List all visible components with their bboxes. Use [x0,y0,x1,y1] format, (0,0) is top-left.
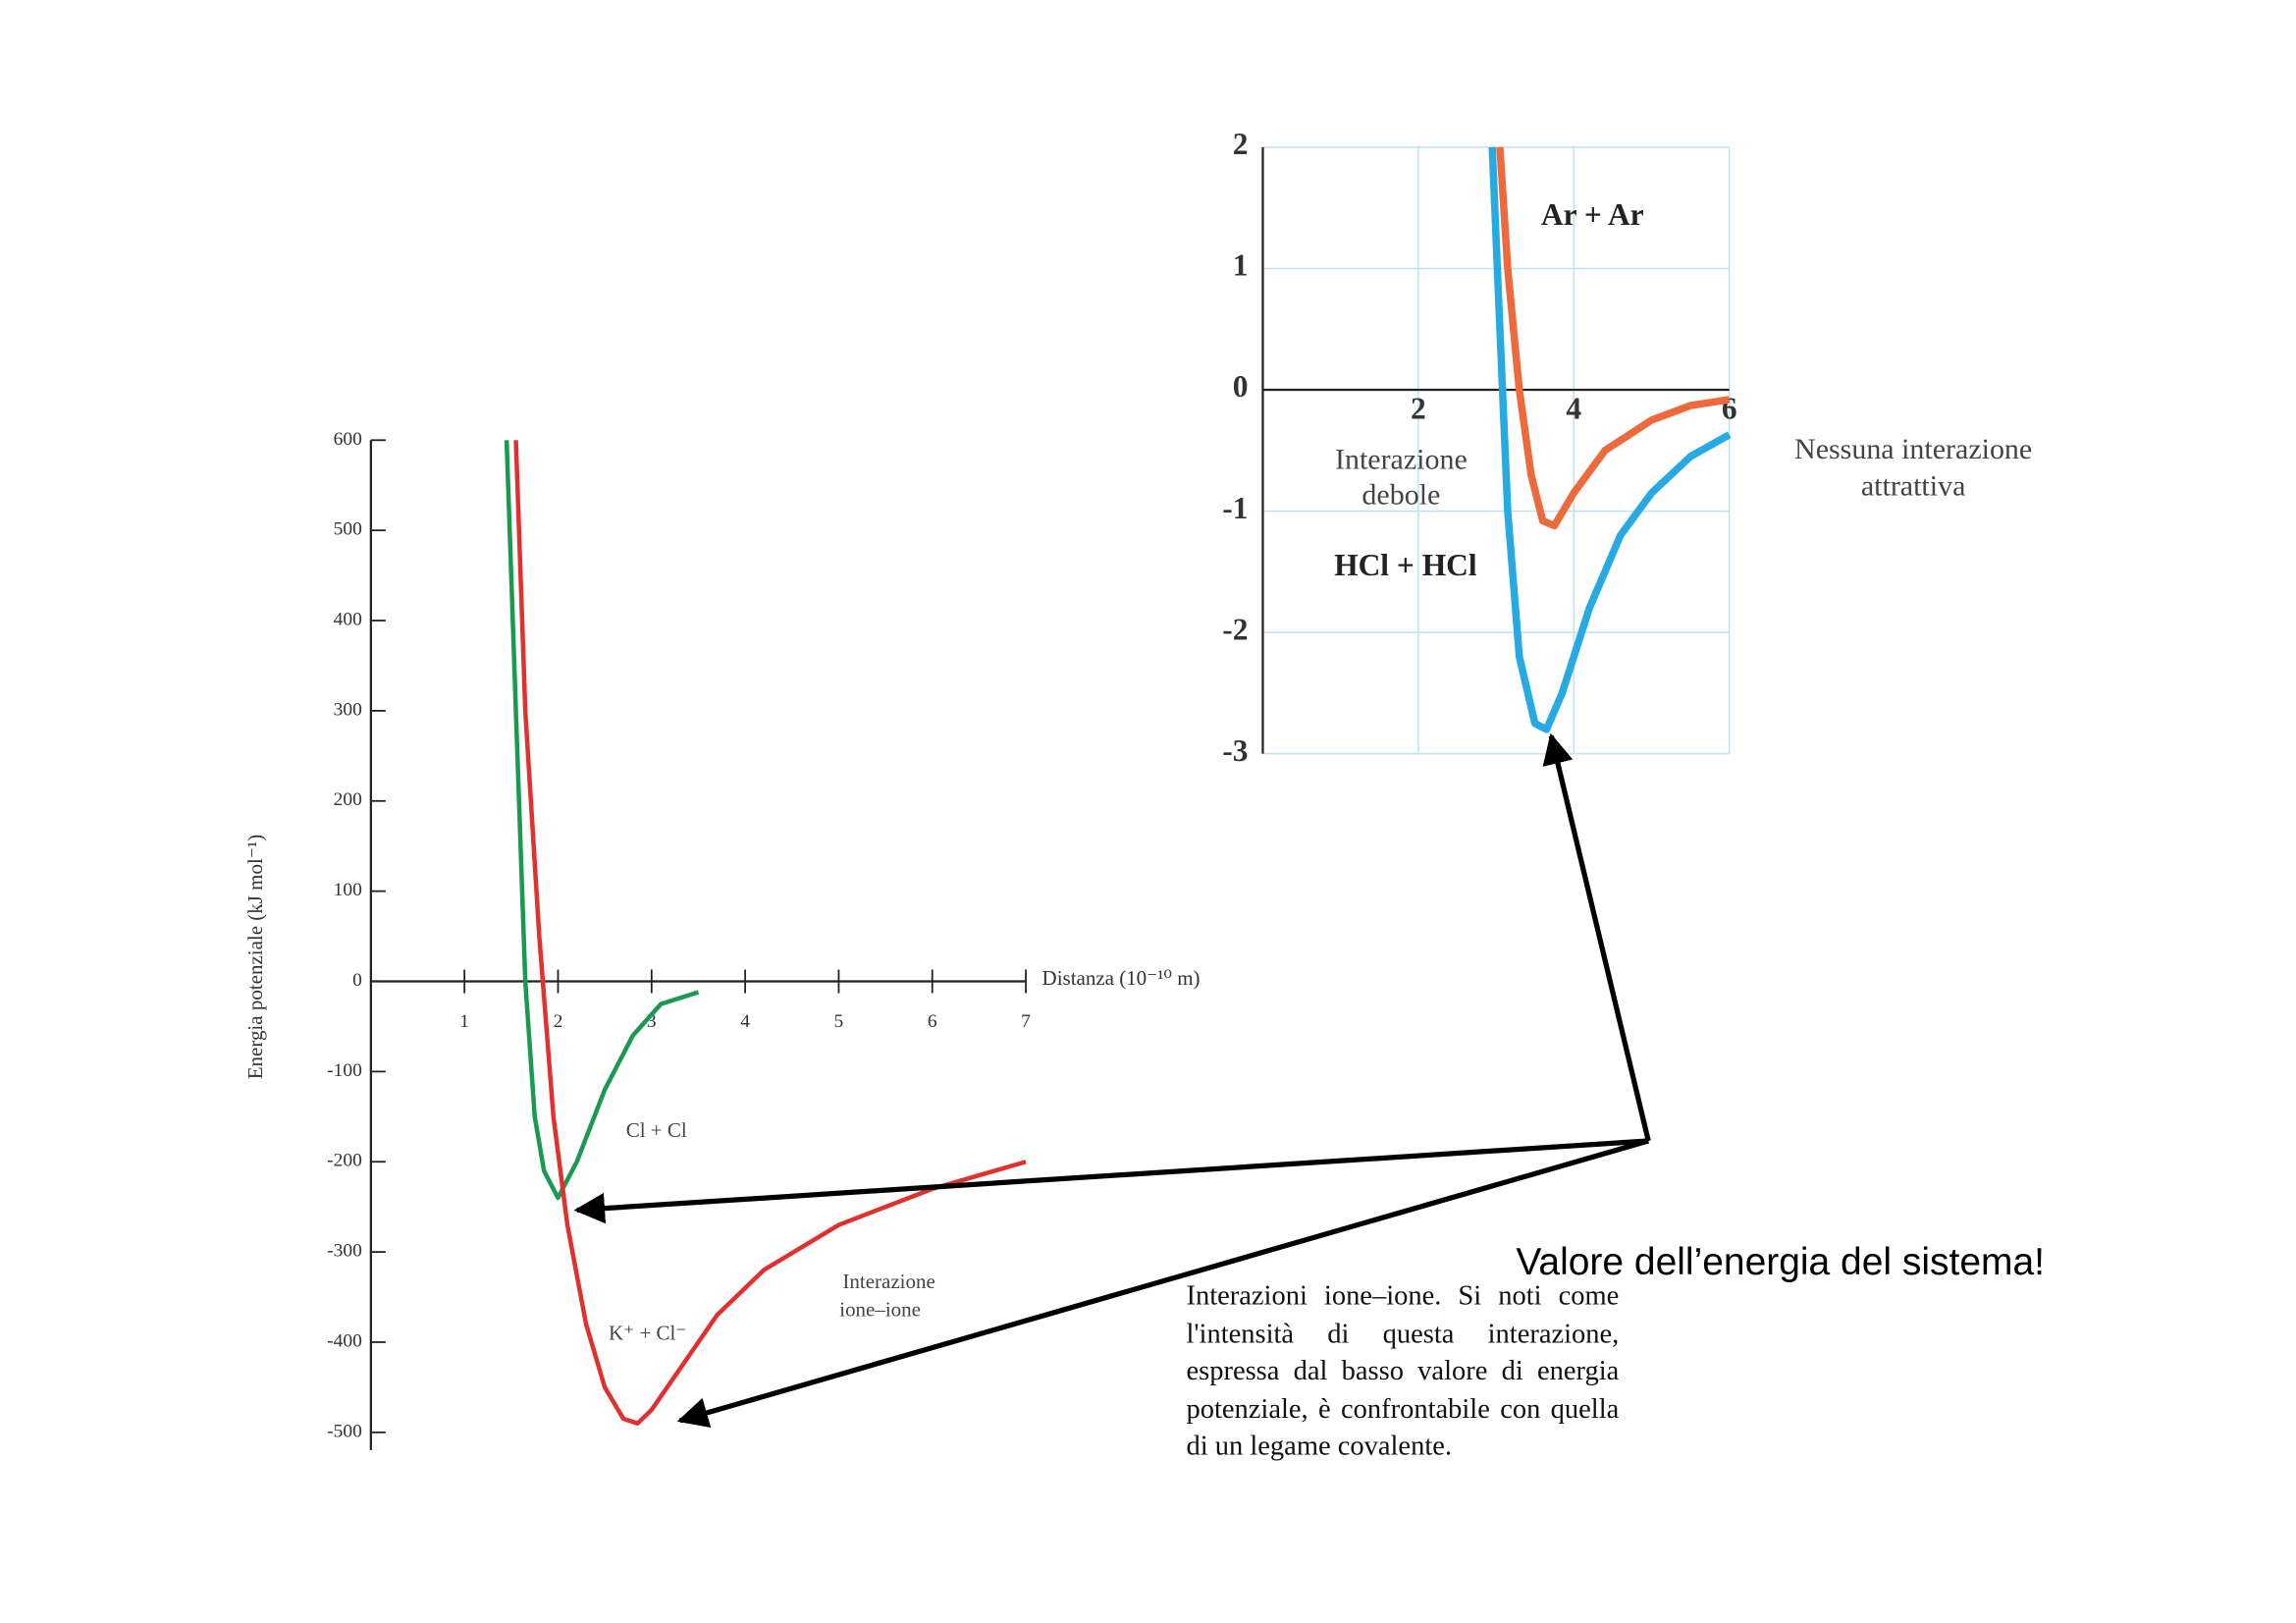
x-tick-label: 4 [740,1011,750,1032]
y-tick-label: -1 [1222,491,1248,525]
annotation: attrattiva [1861,470,1966,503]
x-tick-label: 3 [647,1011,657,1032]
arrow [573,1138,1649,1224]
y-tick-label: 200 [334,789,362,810]
annotation: K⁺ + Cl⁻ [609,1322,686,1345]
y-tick-label: -400 [327,1330,362,1351]
y-tick-label: -100 [327,1060,362,1081]
arrows [573,732,1651,1429]
y-tick-label: -200 [327,1151,362,1171]
y-axis-label: Energia potenziale (kJ mol⁻¹) [243,835,267,1079]
series-line [513,440,1027,1426]
caption: Interazioni ione–ione. Si noti come l'in… [1186,1280,1620,1462]
caption-box: Interazioni ione–ione. Si noti come l'in… [1186,1280,1620,1462]
x-tick-label: 2 [554,1011,563,1032]
x-tick-label: 6 [928,1011,937,1032]
series-line [1488,146,1732,733]
y-tick-label: -300 [327,1241,362,1262]
y-tick-label: 2 [1233,127,1249,161]
x-tick-label: 4 [1566,392,1581,426]
y-tick-label: 300 [334,699,362,720]
annotation: ione–ione [839,1298,921,1322]
annotation: Interazione [842,1270,934,1293]
y-tick-label: 500 [334,519,362,540]
y-tick-label: 1 [1233,248,1249,283]
chart: 600 500 400 300 200 100 0 -100 -200 -300 -400 -500 1… [243,429,2045,1462]
annotation: Interazione [1335,444,1468,476]
series-line [504,440,700,1201]
y-tick-label: 100 [334,880,362,900]
y-tick-label: -3 [1222,733,1248,768]
y-tick-label: 600 [334,429,362,450]
y-tick-label: 0 [1233,369,1249,404]
x-axis-label: Distanza (10⁻¹⁰ m) [1042,966,1201,990]
x-tick-label: 7 [1021,1011,1031,1032]
y-tick-label: 400 [334,610,362,630]
series-line [1496,146,1731,530]
x-tick-label: 5 [834,1011,844,1032]
arrow [676,1138,1649,1429]
y-tick-label: -500 [327,1421,362,1441]
series-label: HCl + HCl [1334,548,1477,582]
series-label: Ar + Ar [1541,197,1644,232]
annotation: debole [1362,479,1440,512]
callout: Valore dell’energia del sistema! [1516,1241,2045,1283]
y-tick-label: 0 [352,970,362,991]
annotation: Nessuna interazione [1794,433,2032,465]
arrow [1542,732,1651,1142]
annotation: Cl + Cl [626,1118,687,1142]
x-tick-label: 1 [459,1011,469,1032]
x-tick-label: 2 [1411,392,1426,426]
y-tick-label: -2 [1222,612,1248,646]
